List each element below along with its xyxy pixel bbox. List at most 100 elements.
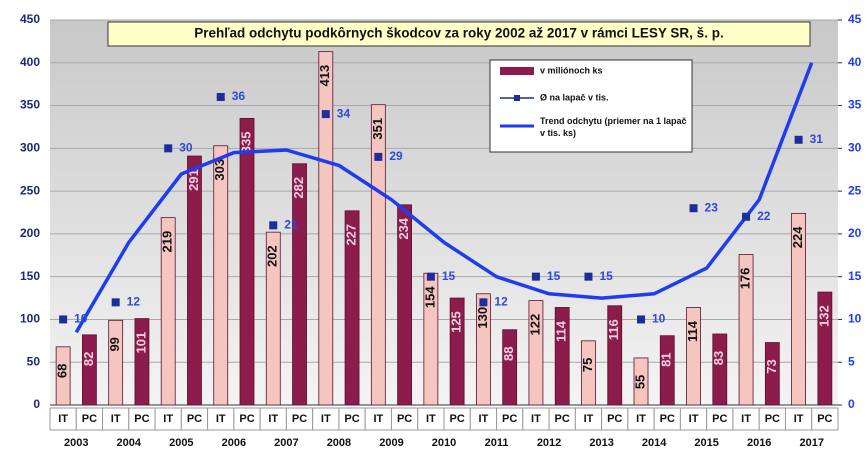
- bar-value-label: 83: [711, 351, 726, 365]
- y-tick-label: 150: [20, 269, 40, 283]
- y-tick-label: 400: [20, 55, 40, 69]
- avg-label: 10: [74, 312, 88, 326]
- bar: [554, 307, 570, 406]
- bar: [475, 293, 491, 406]
- bar-value-label: 82: [81, 352, 96, 366]
- legend-label: Ø na lapač v tis.: [540, 92, 609, 102]
- bar-value-label: 335: [238, 132, 253, 154]
- avg-label: 34: [337, 106, 351, 120]
- bar-value-label: 154: [422, 286, 437, 308]
- group-label: IT: [636, 413, 646, 425]
- bar: [239, 117, 255, 406]
- bar: [213, 145, 229, 406]
- avg-marker: [794, 135, 803, 144]
- avg-marker: [742, 212, 751, 221]
- group-label: IT: [321, 413, 331, 425]
- bar-value-label: 114: [554, 320, 569, 342]
- group-label: IT: [268, 413, 278, 425]
- y-tick-label: 350: [20, 98, 40, 112]
- bar-value-label: 291: [186, 169, 201, 191]
- bar-value-label: 351: [370, 118, 385, 140]
- avg-label: 15: [599, 269, 613, 283]
- x-tick-label: 2005: [169, 437, 193, 449]
- avg-label: 12: [494, 295, 508, 309]
- y2-tick-label: 40: [848, 55, 862, 69]
- legend-label: v miliónoch ks: [540, 65, 603, 75]
- bar-value-label: 282: [291, 177, 306, 199]
- bar: [791, 212, 806, 406]
- y2-tick-label: 45: [848, 12, 862, 26]
- group-label: IT: [479, 413, 489, 425]
- bar: [607, 305, 623, 406]
- x-tick-label: 2009: [379, 437, 403, 449]
- bar: [738, 254, 754, 406]
- y2-tick-label: 30: [848, 141, 862, 155]
- avg-marker: [164, 144, 173, 153]
- bar-value-label: 81: [659, 352, 674, 366]
- y-tick-label: 200: [20, 226, 40, 240]
- group-label: IT: [689, 413, 699, 425]
- avg-label: 10: [652, 312, 666, 326]
- x-tick-label: 2011: [485, 437, 509, 449]
- x-tick-label: 2010: [432, 437, 456, 449]
- y-tick-label: 250: [20, 183, 40, 197]
- x-tick-label: 2016: [747, 437, 771, 449]
- bar-value-label: 55: [632, 375, 647, 389]
- bar: [160, 217, 176, 406]
- avg-marker: [216, 93, 225, 101]
- y2-tick-label: 5: [848, 354, 855, 368]
- avg-label: 12: [127, 295, 141, 309]
- group-label: PC: [187, 413, 202, 425]
- group-label: PC: [817, 413, 832, 425]
- bar: [528, 300, 544, 406]
- x-tick-label: 2003: [64, 437, 88, 449]
- bar-value-label: 202: [265, 245, 280, 267]
- y2-tick-label: 25: [848, 183, 862, 197]
- group-label: IT: [741, 413, 751, 425]
- legend-swatch: [500, 67, 534, 75]
- bar: [817, 291, 833, 406]
- bar-value-label: 234: [396, 217, 411, 239]
- x-tick-label: 2015: [694, 437, 718, 449]
- avg-marker: [269, 221, 278, 230]
- bar-value-label: 224: [790, 226, 805, 248]
- bar-value-label: 413: [317, 65, 332, 87]
- x-tick-label: 2007: [274, 437, 298, 449]
- y-tick-label: 300: [20, 141, 40, 155]
- trend-line: [74, 62, 814, 334]
- bar-value-label: 101: [133, 332, 148, 354]
- avg-label: 21: [284, 218, 298, 232]
- bar-value-label: 75: [580, 358, 595, 372]
- y-tick-label: 50: [27, 354, 41, 368]
- bar: [187, 155, 202, 406]
- bar: [318, 51, 334, 406]
- avg-marker: [531, 272, 540, 281]
- group-label: PC: [555, 413, 570, 425]
- x-tick-label: 2006: [222, 437, 246, 449]
- bar: [633, 357, 649, 406]
- avg-label: 15: [547, 269, 561, 283]
- bar-value-label: 114: [685, 320, 700, 342]
- y-tick-label: 0: [33, 397, 40, 411]
- bar: [344, 210, 360, 406]
- group-label: PC: [660, 413, 675, 425]
- x-tick-label: 2014: [642, 437, 667, 449]
- group-label: PC: [449, 413, 464, 425]
- bar-value-label: 130: [475, 307, 490, 329]
- group-label: IT: [58, 413, 68, 425]
- bar-value-label: 68: [55, 364, 70, 378]
- bar: [397, 204, 413, 406]
- group-label: PC: [765, 413, 780, 425]
- y2-tick-label: 10: [848, 312, 862, 326]
- bar-value-label: 88: [501, 346, 516, 360]
- group-label: PC: [239, 413, 254, 425]
- avg-label: 30: [179, 141, 193, 155]
- group-label: IT: [111, 413, 121, 425]
- group-label: IT: [426, 413, 436, 425]
- group-label: PC: [607, 413, 622, 425]
- x-tick-label: 2008: [327, 437, 351, 449]
- bar: [82, 334, 97, 406]
- group-label: PC: [82, 413, 97, 425]
- group-label: IT: [531, 413, 541, 425]
